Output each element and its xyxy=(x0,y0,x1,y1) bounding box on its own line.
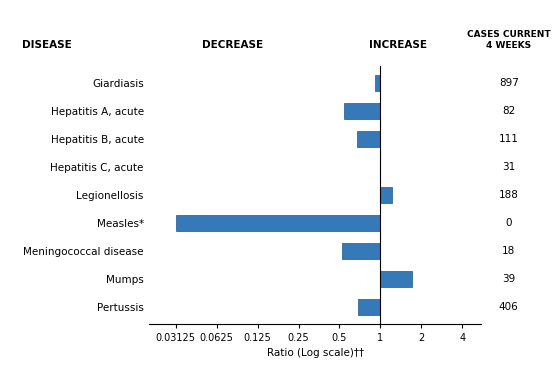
Text: 406: 406 xyxy=(499,302,519,312)
Text: 18: 18 xyxy=(502,246,515,256)
Text: 0: 0 xyxy=(505,218,512,228)
Bar xyxy=(375,75,380,91)
Bar xyxy=(342,243,380,259)
Bar xyxy=(357,131,380,147)
Text: 897: 897 xyxy=(499,78,519,88)
Text: 31: 31 xyxy=(502,162,515,172)
Text: CASES CURRENT: CASES CURRENT xyxy=(467,30,551,39)
Text: 39: 39 xyxy=(502,274,515,284)
Bar xyxy=(380,271,413,287)
Text: 111: 111 xyxy=(499,134,519,144)
Text: 188: 188 xyxy=(499,190,519,200)
Bar xyxy=(358,299,380,315)
Text: 82: 82 xyxy=(502,106,515,116)
X-axis label: Ratio (Log scale)††: Ratio (Log scale)†† xyxy=(267,348,364,358)
Bar xyxy=(176,215,380,231)
Text: DISEASE: DISEASE xyxy=(22,40,72,50)
Text: 4 WEEKS: 4 WEEKS xyxy=(486,41,531,50)
Text: INCREASE: INCREASE xyxy=(369,40,427,50)
Bar xyxy=(344,103,380,119)
Text: DECREASE: DECREASE xyxy=(202,40,263,50)
Bar xyxy=(380,187,392,203)
